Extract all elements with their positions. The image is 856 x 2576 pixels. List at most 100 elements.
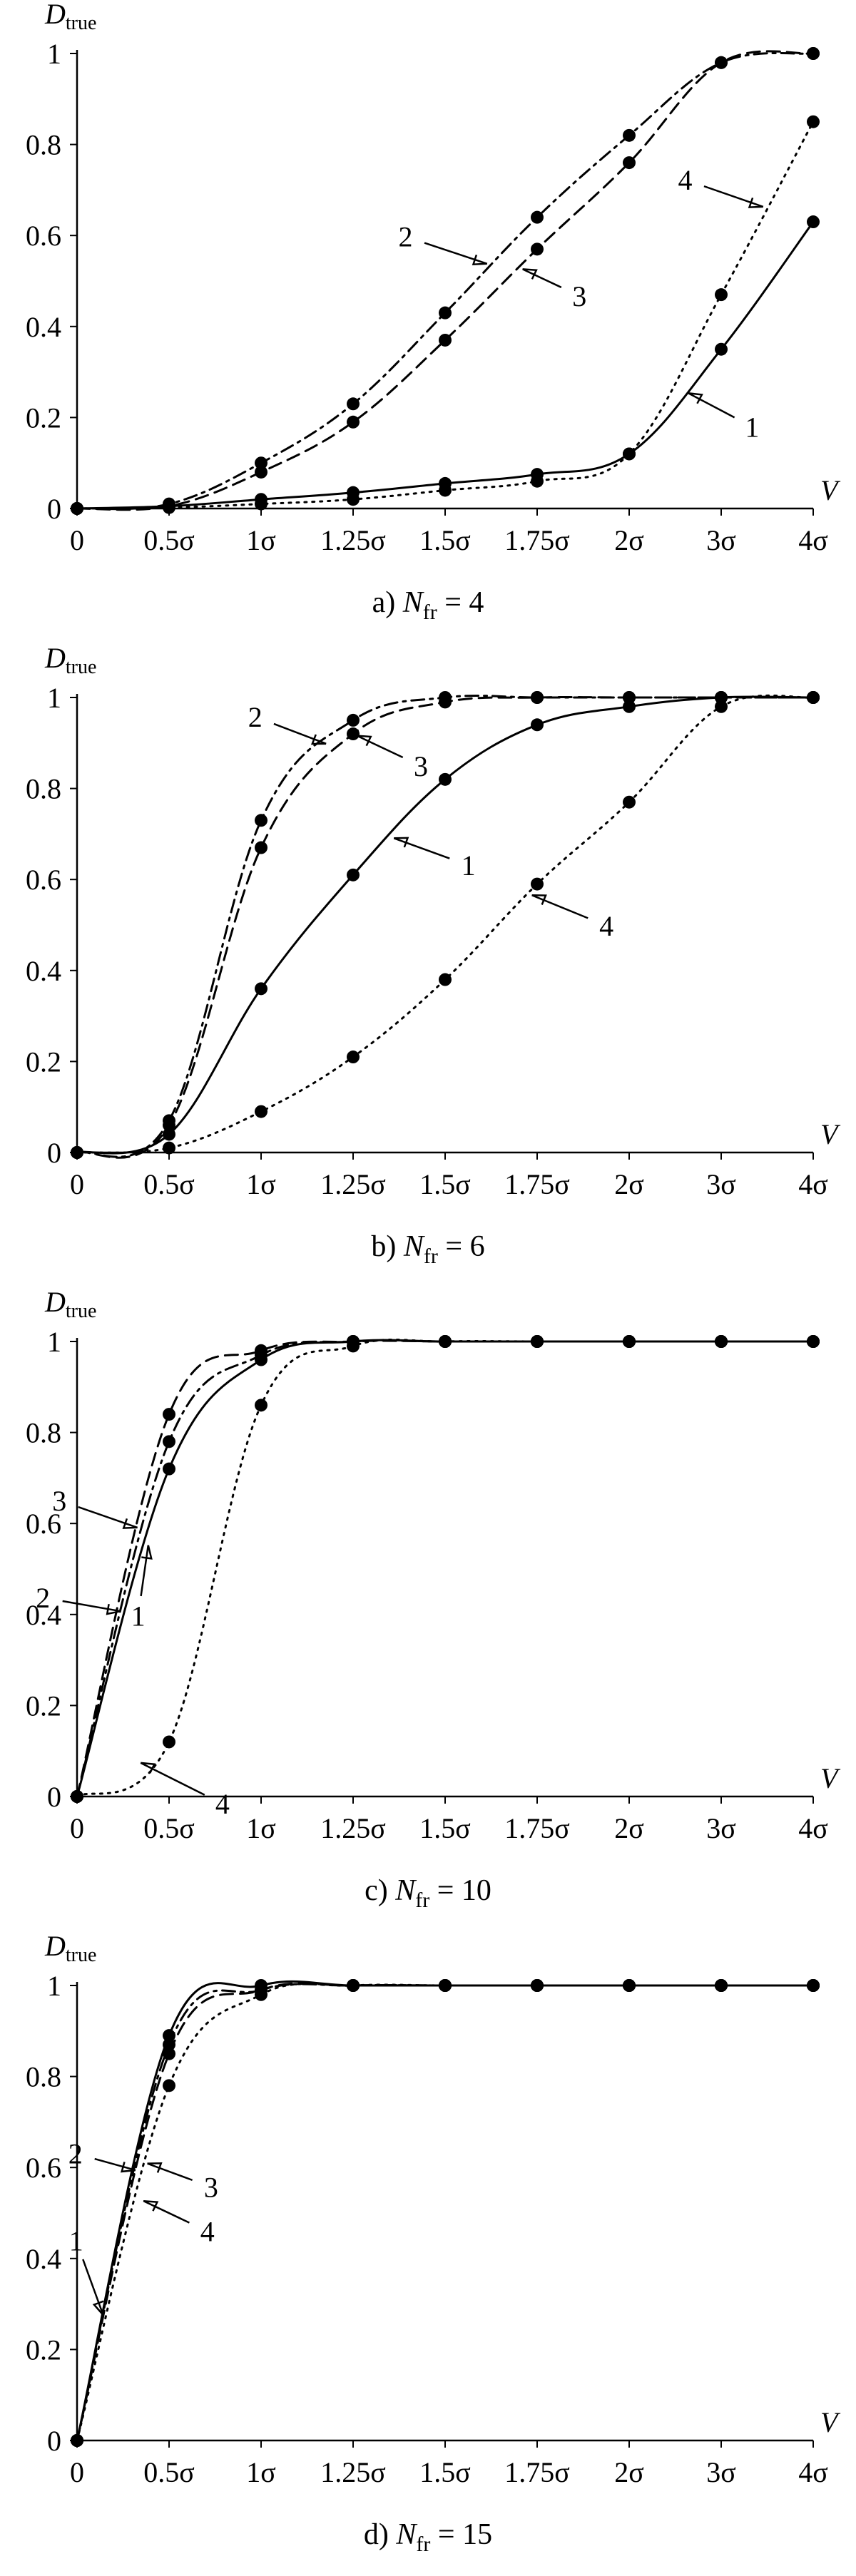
x-tick-label: 3σ bbox=[706, 1812, 736, 1844]
y-tick-label: 0.6 bbox=[26, 864, 61, 896]
series-point-2 bbox=[347, 397, 360, 411]
y-tick-label: 0.8 bbox=[26, 1417, 61, 1449]
label-arrow bbox=[147, 2162, 193, 2182]
x-tick-label: 4σ bbox=[798, 2456, 828, 2488]
series-point-2 bbox=[347, 713, 360, 727]
series-point-1 bbox=[163, 1462, 175, 1476]
series-line-2 bbox=[76, 694, 815, 1158]
series-point-4 bbox=[531, 877, 544, 891]
x-tick-label: 2σ bbox=[614, 1812, 644, 1844]
x-tick-label: 0.5σ bbox=[143, 524, 195, 556]
series-point-3 bbox=[163, 1118, 175, 1132]
series-point-4 bbox=[71, 1146, 83, 1159]
panel-caption: c) Nfr = 10 bbox=[365, 1874, 491, 1912]
x-tick-label: 1.5σ bbox=[419, 1168, 471, 1200]
series-point-4 bbox=[623, 1335, 636, 1348]
y-tick-label: 0.2 bbox=[26, 1690, 61, 1722]
curve-label-3: 3 bbox=[414, 750, 428, 782]
curve-label-4: 4 bbox=[678, 164, 693, 196]
series-point-3 bbox=[255, 1344, 268, 1357]
series-line-1 bbox=[76, 220, 815, 510]
label-arrow bbox=[273, 722, 327, 745]
x-tick-label: 1σ bbox=[246, 1812, 276, 1844]
x-tick-label: 1.75σ bbox=[504, 524, 570, 556]
series-point-4 bbox=[531, 1979, 544, 1992]
curve-label-3: 3 bbox=[572, 280, 586, 312]
label-arrow bbox=[531, 894, 588, 919]
label-arrow-head bbox=[310, 734, 327, 745]
series-point-3 bbox=[347, 415, 360, 429]
series-point-4 bbox=[715, 288, 728, 302]
series-point-3 bbox=[715, 56, 728, 69]
y-tick-label: 0.2 bbox=[26, 2334, 61, 2366]
series-line-1 bbox=[76, 1339, 815, 1798]
label-arrow-head bbox=[472, 255, 487, 266]
series-point-4 bbox=[347, 1979, 360, 1992]
series-point-4 bbox=[255, 1988, 268, 2001]
series-point-1 bbox=[163, 1128, 175, 1141]
series-point-3 bbox=[623, 156, 636, 170]
label-arrow-head bbox=[531, 894, 547, 905]
series-point-4 bbox=[163, 501, 175, 514]
curve-label-2: 2 bbox=[68, 2138, 83, 2170]
series-line-4 bbox=[76, 1983, 815, 2442]
label-arrow bbox=[140, 1545, 150, 1597]
chart-panel-a: 0 0.2 0.4 0.6 0.8 1 0 0.5σ 1σ 1.25σ 1.5σ 1.75σ 2σ 3σ 4… bbox=[26, 0, 841, 624]
series-point-4 bbox=[71, 502, 83, 515]
x-tick-label: 0 bbox=[70, 2456, 84, 2488]
label-arrow bbox=[703, 185, 764, 208]
chart-panel-b: 0 0.2 0.4 0.6 0.8 1 0 0.5σ 1σ 1.25σ 1.5σ 1.75σ 2σ 3σ 4… bbox=[26, 644, 841, 1268]
series-point-3 bbox=[163, 1408, 175, 1421]
x-tick-label: 1.25σ bbox=[320, 524, 386, 556]
label-arrow bbox=[140, 1762, 205, 1796]
y-tick-label: 0 bbox=[47, 2425, 61, 2457]
series-point-4 bbox=[163, 1141, 175, 1155]
x-tick-label: 0 bbox=[70, 524, 84, 556]
y-tick-label: 0.4 bbox=[26, 2243, 61, 2275]
series-point-4 bbox=[439, 1335, 452, 1348]
curve-label-4: 4 bbox=[200, 2216, 215, 2248]
label-arrow-head bbox=[748, 197, 763, 208]
series-point-4 bbox=[807, 691, 820, 704]
curve-label-4: 4 bbox=[215, 1788, 230, 1820]
curve-label-2: 2 bbox=[36, 1582, 50, 1614]
x-axis-label: V bbox=[820, 474, 841, 506]
curve-label-1: 1 bbox=[745, 411, 759, 443]
y-axis-label: Dtrue bbox=[44, 644, 96, 678]
y-tick-label: 1 bbox=[47, 1326, 61, 1358]
series-point-2 bbox=[531, 210, 544, 224]
x-tick-label: 1.5σ bbox=[419, 1812, 471, 1844]
series-point-4 bbox=[255, 1105, 268, 1118]
series-point-4 bbox=[255, 1399, 268, 1412]
panel-caption: d) Nfr = 15 bbox=[364, 2518, 492, 2556]
x-tick-label: 3σ bbox=[706, 2456, 736, 2488]
x-tick-label: 3σ bbox=[706, 524, 736, 556]
label-arrow bbox=[82, 2259, 104, 2316]
x-tick-label: 4σ bbox=[798, 1168, 828, 1200]
y-tick-label: 0 bbox=[47, 493, 61, 525]
x-tick-label: 1.25σ bbox=[320, 1812, 386, 1844]
x-tick-label: 1σ bbox=[246, 1168, 276, 1200]
curve-label-2: 2 bbox=[399, 221, 413, 253]
label-arrow bbox=[424, 242, 488, 265]
series-point-4 bbox=[347, 1339, 360, 1353]
x-tick-label: 1.5σ bbox=[419, 2456, 471, 2488]
series-line-4 bbox=[76, 1338, 815, 1798]
series-point-3 bbox=[255, 465, 268, 479]
series-line-2 bbox=[76, 52, 815, 511]
series-point-2 bbox=[163, 1435, 175, 1448]
series-point-4 bbox=[163, 2079, 175, 2092]
label-arrow-head bbox=[357, 735, 372, 747]
series-point-4 bbox=[439, 1979, 452, 1992]
y-tick-label: 0.4 bbox=[26, 1599, 61, 1631]
x-tick-label: 1σ bbox=[246, 524, 276, 556]
curve-label-3: 3 bbox=[204, 2172, 218, 2204]
y-tick-label: 0.4 bbox=[26, 955, 61, 987]
series-point-4 bbox=[71, 2434, 83, 2447]
x-tick-label: 0 bbox=[70, 1812, 84, 1844]
x-axis-label: V bbox=[820, 1762, 841, 1794]
y-tick-label: 0.8 bbox=[26, 129, 61, 161]
y-axis-label: Dtrue bbox=[44, 1932, 96, 1966]
series-point-4 bbox=[439, 973, 452, 986]
x-tick-label: 1.75σ bbox=[504, 1168, 570, 1200]
